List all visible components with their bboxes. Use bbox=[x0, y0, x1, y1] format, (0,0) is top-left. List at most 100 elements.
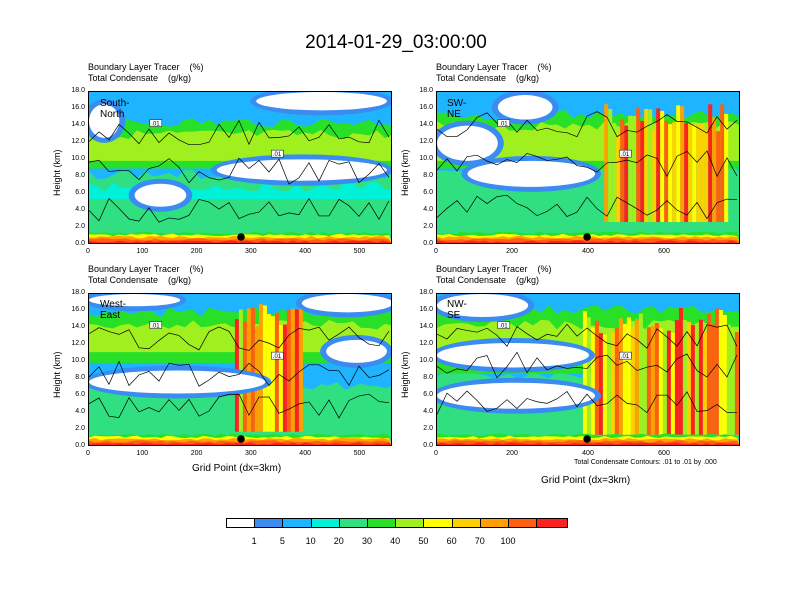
convective-column bbox=[602, 334, 607, 435]
condensate-contour bbox=[437, 150, 738, 178]
panel-label-nw-se: NW-SE bbox=[447, 299, 467, 321]
convective-column bbox=[648, 109, 653, 223]
y-tick-label: 12.0 bbox=[71, 340, 85, 347]
colorbar-swatch bbox=[367, 518, 399, 528]
contour-label: .01 bbox=[273, 152, 282, 158]
convective-column bbox=[624, 125, 629, 223]
x-tick-label: 100 bbox=[136, 450, 149, 457]
condensate-contour bbox=[89, 326, 390, 351]
y-tick-label: 12.0 bbox=[419, 138, 433, 145]
y-tick-label: 8.0 bbox=[423, 172, 433, 179]
panel-title-line1: Boundary Layer Tracer (%) bbox=[88, 62, 204, 72]
convective-column bbox=[670, 332, 675, 435]
contour-label: .01 bbox=[499, 122, 508, 128]
colorbar-label: 1 bbox=[251, 536, 257, 546]
y-tick-label: 6.0 bbox=[75, 189, 85, 196]
clear-air-region bbox=[437, 294, 529, 317]
colorbar-swatch bbox=[282, 518, 315, 528]
contour-label-box bbox=[497, 321, 511, 329]
convective-column bbox=[716, 131, 721, 223]
y-tick-label: 16.0 bbox=[419, 104, 433, 111]
x-tick-label: 100 bbox=[136, 248, 149, 255]
y-tick-label: 10.0 bbox=[71, 357, 85, 364]
convective-column bbox=[730, 329, 735, 435]
y-tick-label: 4.0 bbox=[75, 408, 85, 415]
y-tick-label: 4.0 bbox=[423, 206, 433, 213]
y-tick-label: 18.0 bbox=[71, 87, 85, 94]
colorbar-swatch bbox=[423, 518, 456, 528]
panel-title-line1: Boundary Layer Tracer (%) bbox=[436, 264, 552, 274]
convective-column bbox=[636, 107, 641, 223]
colorbar-swatch bbox=[254, 518, 287, 528]
convective-column bbox=[628, 115, 633, 223]
convective-column bbox=[652, 129, 657, 223]
contour-label: .01 bbox=[151, 122, 160, 128]
convective-column bbox=[688, 122, 693, 223]
plot-sw-ne: .01 .01 bbox=[436, 91, 740, 244]
y-tick-label: 10.0 bbox=[419, 357, 433, 364]
convective-column bbox=[616, 133, 621, 223]
contour-label: .01 bbox=[151, 324, 160, 330]
heatmap-svg: .01 .01 bbox=[89, 294, 391, 445]
convective-column bbox=[690, 325, 695, 435]
convective-column bbox=[720, 104, 725, 223]
convective-column bbox=[270, 316, 275, 432]
convective-column bbox=[654, 322, 659, 435]
convective-column bbox=[672, 122, 677, 223]
plot-nw-se: .01 .01 bbox=[436, 293, 740, 446]
convective-column bbox=[642, 335, 647, 435]
colorbar-label: 70 bbox=[474, 536, 485, 546]
convective-column bbox=[664, 120, 669, 223]
clear-air-region bbox=[216, 159, 387, 181]
convective-column bbox=[626, 317, 631, 435]
y-tick-label: 14.0 bbox=[71, 323, 85, 330]
colorbar-label: 60 bbox=[446, 536, 457, 546]
boundary-layer-strip bbox=[89, 240, 391, 243]
y-tick-label: 6.0 bbox=[423, 391, 433, 398]
clear-air-region bbox=[497, 95, 553, 120]
convective-column bbox=[718, 310, 723, 435]
convective-column bbox=[694, 330, 699, 435]
y-tick-label: 12.0 bbox=[419, 340, 433, 347]
x-tick-label: 500 bbox=[353, 450, 366, 457]
y-tick-label: 18.0 bbox=[419, 87, 433, 94]
convective-column bbox=[696, 123, 701, 223]
plot-west-east: .01 .01 bbox=[88, 293, 392, 446]
clear-air-region bbox=[134, 183, 187, 207]
convective-column bbox=[682, 319, 687, 435]
condensate-contour bbox=[437, 323, 738, 349]
panel-label-south-north: South-North bbox=[100, 98, 130, 120]
colorbar-label: 50 bbox=[418, 536, 429, 546]
colorbar-label: 30 bbox=[361, 536, 372, 546]
y-tick-label: 16.0 bbox=[71, 306, 85, 313]
panel-title-2: Boundary Layer Tracer (%) Total Condensat… bbox=[436, 62, 552, 84]
convective-column bbox=[660, 110, 665, 223]
x-axis-label-right: Grid Point (dx=3km) bbox=[541, 475, 631, 486]
contour-label-box bbox=[497, 119, 511, 127]
contour-label-box bbox=[271, 351, 284, 360]
clear-air-region bbox=[326, 339, 387, 363]
convective-column bbox=[668, 124, 673, 223]
x-tick-label: 200 bbox=[190, 248, 203, 255]
condensate-contour bbox=[437, 194, 738, 220]
condensate-contour bbox=[89, 393, 390, 419]
y-tick-label: 4.0 bbox=[423, 408, 433, 415]
convective-column bbox=[298, 307, 303, 432]
colorbar-swatch bbox=[338, 518, 371, 528]
contour-label: .01 bbox=[621, 354, 630, 360]
x-tick-label: 0 bbox=[434, 450, 438, 457]
convective-column bbox=[586, 317, 591, 435]
colorbar-label: 5 bbox=[279, 536, 285, 546]
x-tick-label: 0 bbox=[434, 248, 438, 255]
x-tick-label: 400 bbox=[299, 248, 311, 255]
y-tick-label: 10.0 bbox=[71, 155, 85, 162]
boundary-layer-strip bbox=[89, 442, 391, 445]
y-tick-label: 14.0 bbox=[71, 121, 85, 128]
y-tick-label: 12.0 bbox=[71, 138, 85, 145]
convective-column bbox=[710, 324, 715, 435]
x-tick-label: 600 bbox=[658, 248, 670, 255]
panel-title-3: Boundary Layer Tracer (%) Total Condensat… bbox=[88, 264, 204, 286]
heatmap-svg: .01 .01 bbox=[89, 92, 391, 243]
y-tick-label: 8.0 bbox=[75, 374, 85, 381]
condensate-contour bbox=[437, 111, 738, 138]
